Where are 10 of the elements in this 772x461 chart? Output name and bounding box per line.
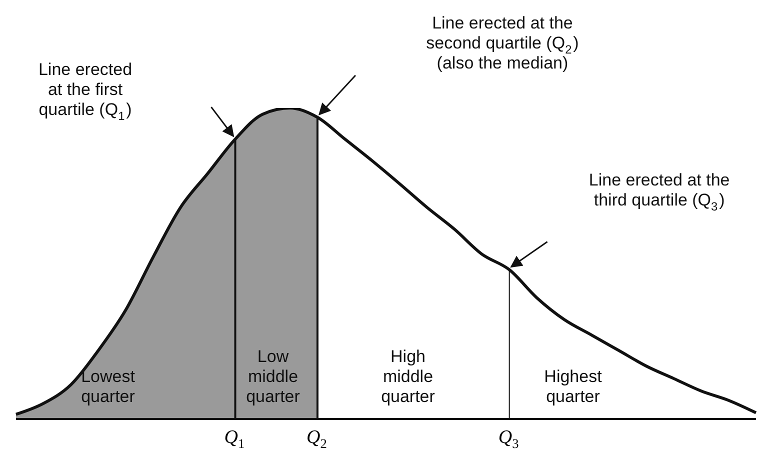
x-tick-label: Q$_{2}$ <box>306 427 327 451</box>
annotation: Highest quarter <box>544 367 602 406</box>
x-tick-label: Q$_{1}$ <box>224 427 245 451</box>
annotation: Low middle quarter <box>246 347 300 406</box>
annotation: High middle quarter <box>381 347 436 406</box>
x-tick-label: Q$_{3}$ <box>498 427 520 451</box>
annotation: Line erected at the third quartile (Q$_{3}$) <box>588 170 730 214</box>
text: Line erected at the second quartile (Q$_{2}$) (also the median) <box>426 13 579 72</box>
annotation: Lowest quarter <box>81 367 136 406</box>
annotation: Line erected at the first quartile (Q$_{1}$) <box>38 60 132 124</box>
